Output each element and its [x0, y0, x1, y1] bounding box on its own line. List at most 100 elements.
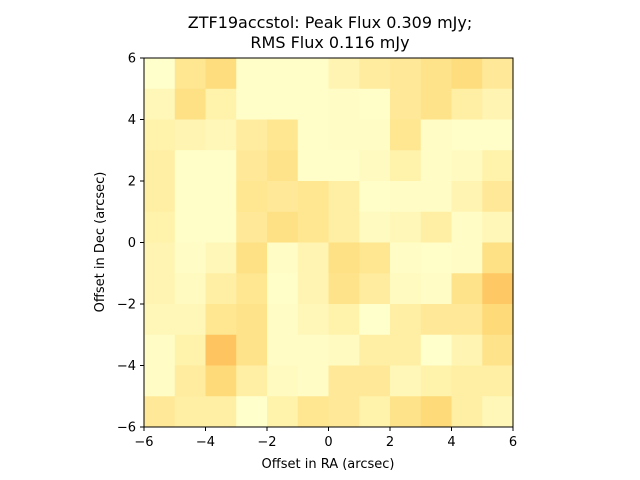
- heatmap-cell: [144, 242, 176, 274]
- heatmap-cell: [236, 334, 268, 366]
- heatmap-cell: [297, 211, 329, 243]
- heatmap-cell: [297, 334, 329, 366]
- y-tick-label: 2: [128, 175, 136, 190]
- heatmap-cell: [328, 304, 360, 336]
- x-tick-label: 6: [509, 435, 517, 450]
- heatmap-cell: [359, 150, 391, 182]
- heatmap-cell: [236, 211, 268, 243]
- y-axis-label: Offset in Dec (arcsec): [93, 172, 108, 313]
- heatmap-cell: [420, 181, 452, 213]
- x-tick-label: 2: [386, 435, 394, 450]
- heatmap-cell: [174, 119, 206, 151]
- y-tick-label: −4: [117, 359, 136, 374]
- heatmap-cell: [451, 396, 483, 428]
- heatmap-cell: [297, 88, 329, 120]
- heatmap-cell: [267, 396, 299, 428]
- heatmap-cell: [482, 181, 514, 213]
- heatmap-cell: [482, 304, 514, 336]
- heatmap-cell: [205, 334, 237, 366]
- heatmap-cell: [420, 58, 452, 90]
- heatmap-cell: [451, 273, 483, 305]
- heatmap-cell: [359, 396, 391, 428]
- heatmap-cell: [267, 211, 299, 243]
- heatmap-cell: [267, 181, 299, 213]
- heatmap-cell: [328, 242, 360, 274]
- heatmap-cell: [390, 242, 422, 274]
- heatmap-cell: [420, 242, 452, 274]
- heatmap-cell: [328, 365, 360, 397]
- heatmap-cell: [297, 304, 329, 336]
- heatmap-cell: [267, 88, 299, 120]
- y-tick-label: −6: [117, 421, 136, 436]
- heatmap-cell: [359, 119, 391, 151]
- heatmap-cell: [390, 119, 422, 151]
- heatmap-cell: [359, 304, 391, 336]
- heatmap-cell: [174, 58, 206, 90]
- heatmap-cell: [236, 88, 268, 120]
- y-tick-label: −2: [117, 298, 136, 313]
- heatmap-cell: [205, 365, 237, 397]
- heatmap-cell: [236, 304, 268, 336]
- y-axis-ticks: −6 −4 −2 0 2 4 6: [117, 52, 144, 436]
- heatmap-cell: [267, 58, 299, 90]
- heatmap-cell: [451, 242, 483, 274]
- heatmap-cell: [451, 88, 483, 120]
- heatmap-cell: [144, 304, 176, 336]
- heatmap-cell: [482, 365, 514, 397]
- heatmap-cell: [267, 304, 299, 336]
- heatmap-cell: [451, 211, 483, 243]
- heatmap-cell: [236, 273, 268, 305]
- heatmap-cell: [297, 58, 329, 90]
- heatmap-cell: [174, 273, 206, 305]
- heatmap-cell: [359, 211, 391, 243]
- heatmap-cell: [267, 365, 299, 397]
- heatmap-cell: [482, 150, 514, 182]
- heatmap-cell: [205, 396, 237, 428]
- heatmap-cell: [174, 365, 206, 397]
- y-tick-label: 4: [128, 113, 136, 128]
- heatmap-cell: [420, 88, 452, 120]
- heatmap-cell: [390, 88, 422, 120]
- heatmap-cell: [482, 396, 514, 428]
- heatmap-cell: [267, 119, 299, 151]
- heatmap-cell: [390, 58, 422, 90]
- heatmap-cell: [236, 365, 268, 397]
- heatmap-cell: [144, 365, 176, 397]
- heatmap-cell: [236, 181, 268, 213]
- heatmap-cell: [328, 58, 360, 90]
- heatmap-cell: [144, 396, 176, 428]
- heatmap-cell: [328, 273, 360, 305]
- heatmap-cell: [174, 396, 206, 428]
- heatmap-cell: [297, 365, 329, 397]
- heatmap-cell: [205, 304, 237, 336]
- heatmap-cell: [205, 88, 237, 120]
- heatmap-cell: [451, 119, 483, 151]
- heatmap-cell: [267, 242, 299, 274]
- heatmap-cell: [420, 396, 452, 428]
- heatmap-cell: [267, 273, 299, 305]
- heatmap-cell: [420, 119, 452, 151]
- heatmap-cell: [205, 211, 237, 243]
- heatmap-cell: [297, 181, 329, 213]
- chart-title-line-2: RMS Flux 0.116 mJy: [250, 33, 409, 52]
- heatmap-cell: [174, 211, 206, 243]
- heatmap-cell: [236, 119, 268, 151]
- chart-title-line-1: ZTF19accstol: Peak Flux 0.309 mJy;: [188, 13, 473, 32]
- heatmap-cell: [205, 119, 237, 151]
- x-axis-label: Offset in RA (arcsec): [262, 457, 395, 472]
- heatmap-cell: [390, 211, 422, 243]
- heatmap-cell: [297, 273, 329, 305]
- heatmap-cell: [267, 150, 299, 182]
- heatmap-cell: [482, 242, 514, 274]
- heatmap-cell: [359, 181, 391, 213]
- heatmap-cell: [144, 58, 176, 90]
- heatmap-cell: [390, 304, 422, 336]
- heatmap-cell: [144, 119, 176, 151]
- x-tick-label: 0: [324, 435, 332, 450]
- heatmap-cell: [174, 242, 206, 274]
- heatmap-cell: [359, 365, 391, 397]
- heatmap-cell: [451, 365, 483, 397]
- heatmap-cell: [482, 334, 514, 366]
- heatmap-cell: [482, 88, 514, 120]
- heatmap-cell: [328, 150, 360, 182]
